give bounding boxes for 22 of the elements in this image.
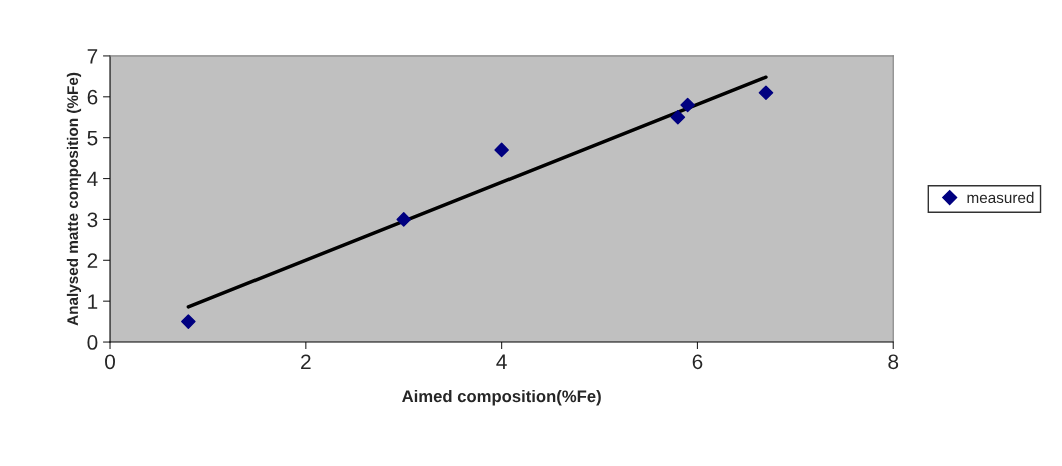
- x-tick-label: 4: [496, 354, 507, 369]
- x-axis-title: Aimed composition(%Fe): [402, 389, 601, 406]
- x-tick-label: 8: [888, 354, 899, 370]
- point: [181, 314, 196, 329]
- y-tick-label: 6: [87, 89, 98, 105]
- point: [758, 85, 774, 100]
- point: [396, 212, 412, 227]
- y-tick-label: 7: [87, 49, 98, 64]
- point: [670, 109, 686, 125]
- x-tick-label: 2: [301, 354, 311, 369]
- y-tick-label: 3: [87, 212, 98, 228]
- y-tick-label: 2: [87, 253, 98, 268]
- point: [494, 142, 509, 158]
- y-tick-label: 4: [87, 171, 98, 187]
- point: [680, 97, 695, 113]
- y-tick-label: 1: [88, 294, 98, 309]
- x-tick-label: 0: [105, 354, 115, 370]
- legend-label: measured: [967, 191, 1034, 204]
- y-tick-label: 5: [87, 130, 98, 146]
- y-tick-label: 0: [87, 335, 98, 350]
- y-axis-title: Analysed matte composition (%Fe): [66, 72, 82, 326]
- x-tick-label: 6: [692, 354, 703, 370]
